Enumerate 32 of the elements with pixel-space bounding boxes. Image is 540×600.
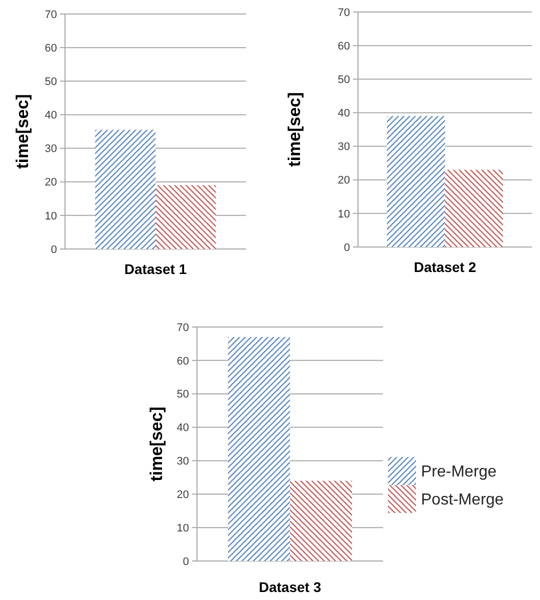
- y-tick-label: 0: [344, 242, 350, 254]
- y-tick-label: 50: [44, 76, 57, 88]
- y-tick-label: 50: [176, 388, 189, 401]
- y-tick-label: 60: [44, 42, 57, 54]
- y-tick-label: 10: [338, 208, 350, 220]
- x-tick-label: Dataset 2: [414, 259, 476, 275]
- y-tick-label: 0: [50, 244, 57, 256]
- y-tick-label: 40: [176, 422, 189, 434]
- y-axis-title: time[sec]: [284, 92, 304, 167]
- y-tick-label: 0: [182, 556, 189, 568]
- x-tick-label: Dataset 1: [124, 261, 187, 277]
- y-tick-label: 70: [338, 6, 350, 19]
- y-tick-label: 30: [44, 143, 57, 156]
- legend-label: Post-Merge: [421, 492, 504, 509]
- y-tick-label: 40: [338, 108, 350, 120]
- y-tick-label: 40: [44, 110, 57, 122]
- y-tick-label: 30: [338, 141, 350, 154]
- y-tick-label: 30: [176, 456, 189, 468]
- y-tick-label: 10: [176, 522, 189, 534]
- y-tick-label: 60: [338, 40, 350, 52]
- y-axis-title: time[sec]: [146, 406, 166, 482]
- legend-label: Pre-Merge: [421, 464, 497, 481]
- y-tick-label: 20: [338, 174, 350, 187]
- y-tick-label: 60: [176, 355, 189, 368]
- y-tick-label: 70: [44, 8, 57, 21]
- y-tick-label: 20: [44, 176, 57, 189]
- y-axis-title: time[sec]: [12, 94, 32, 169]
- x-tick-label: Dataset 3: [258, 579, 322, 595]
- y-tick-label: 10: [44, 210, 57, 222]
- y-tick-label: 70: [176, 322, 189, 334]
- y-tick-label: 20: [176, 488, 189, 501]
- y-tick-label: 50: [338, 74, 350, 86]
